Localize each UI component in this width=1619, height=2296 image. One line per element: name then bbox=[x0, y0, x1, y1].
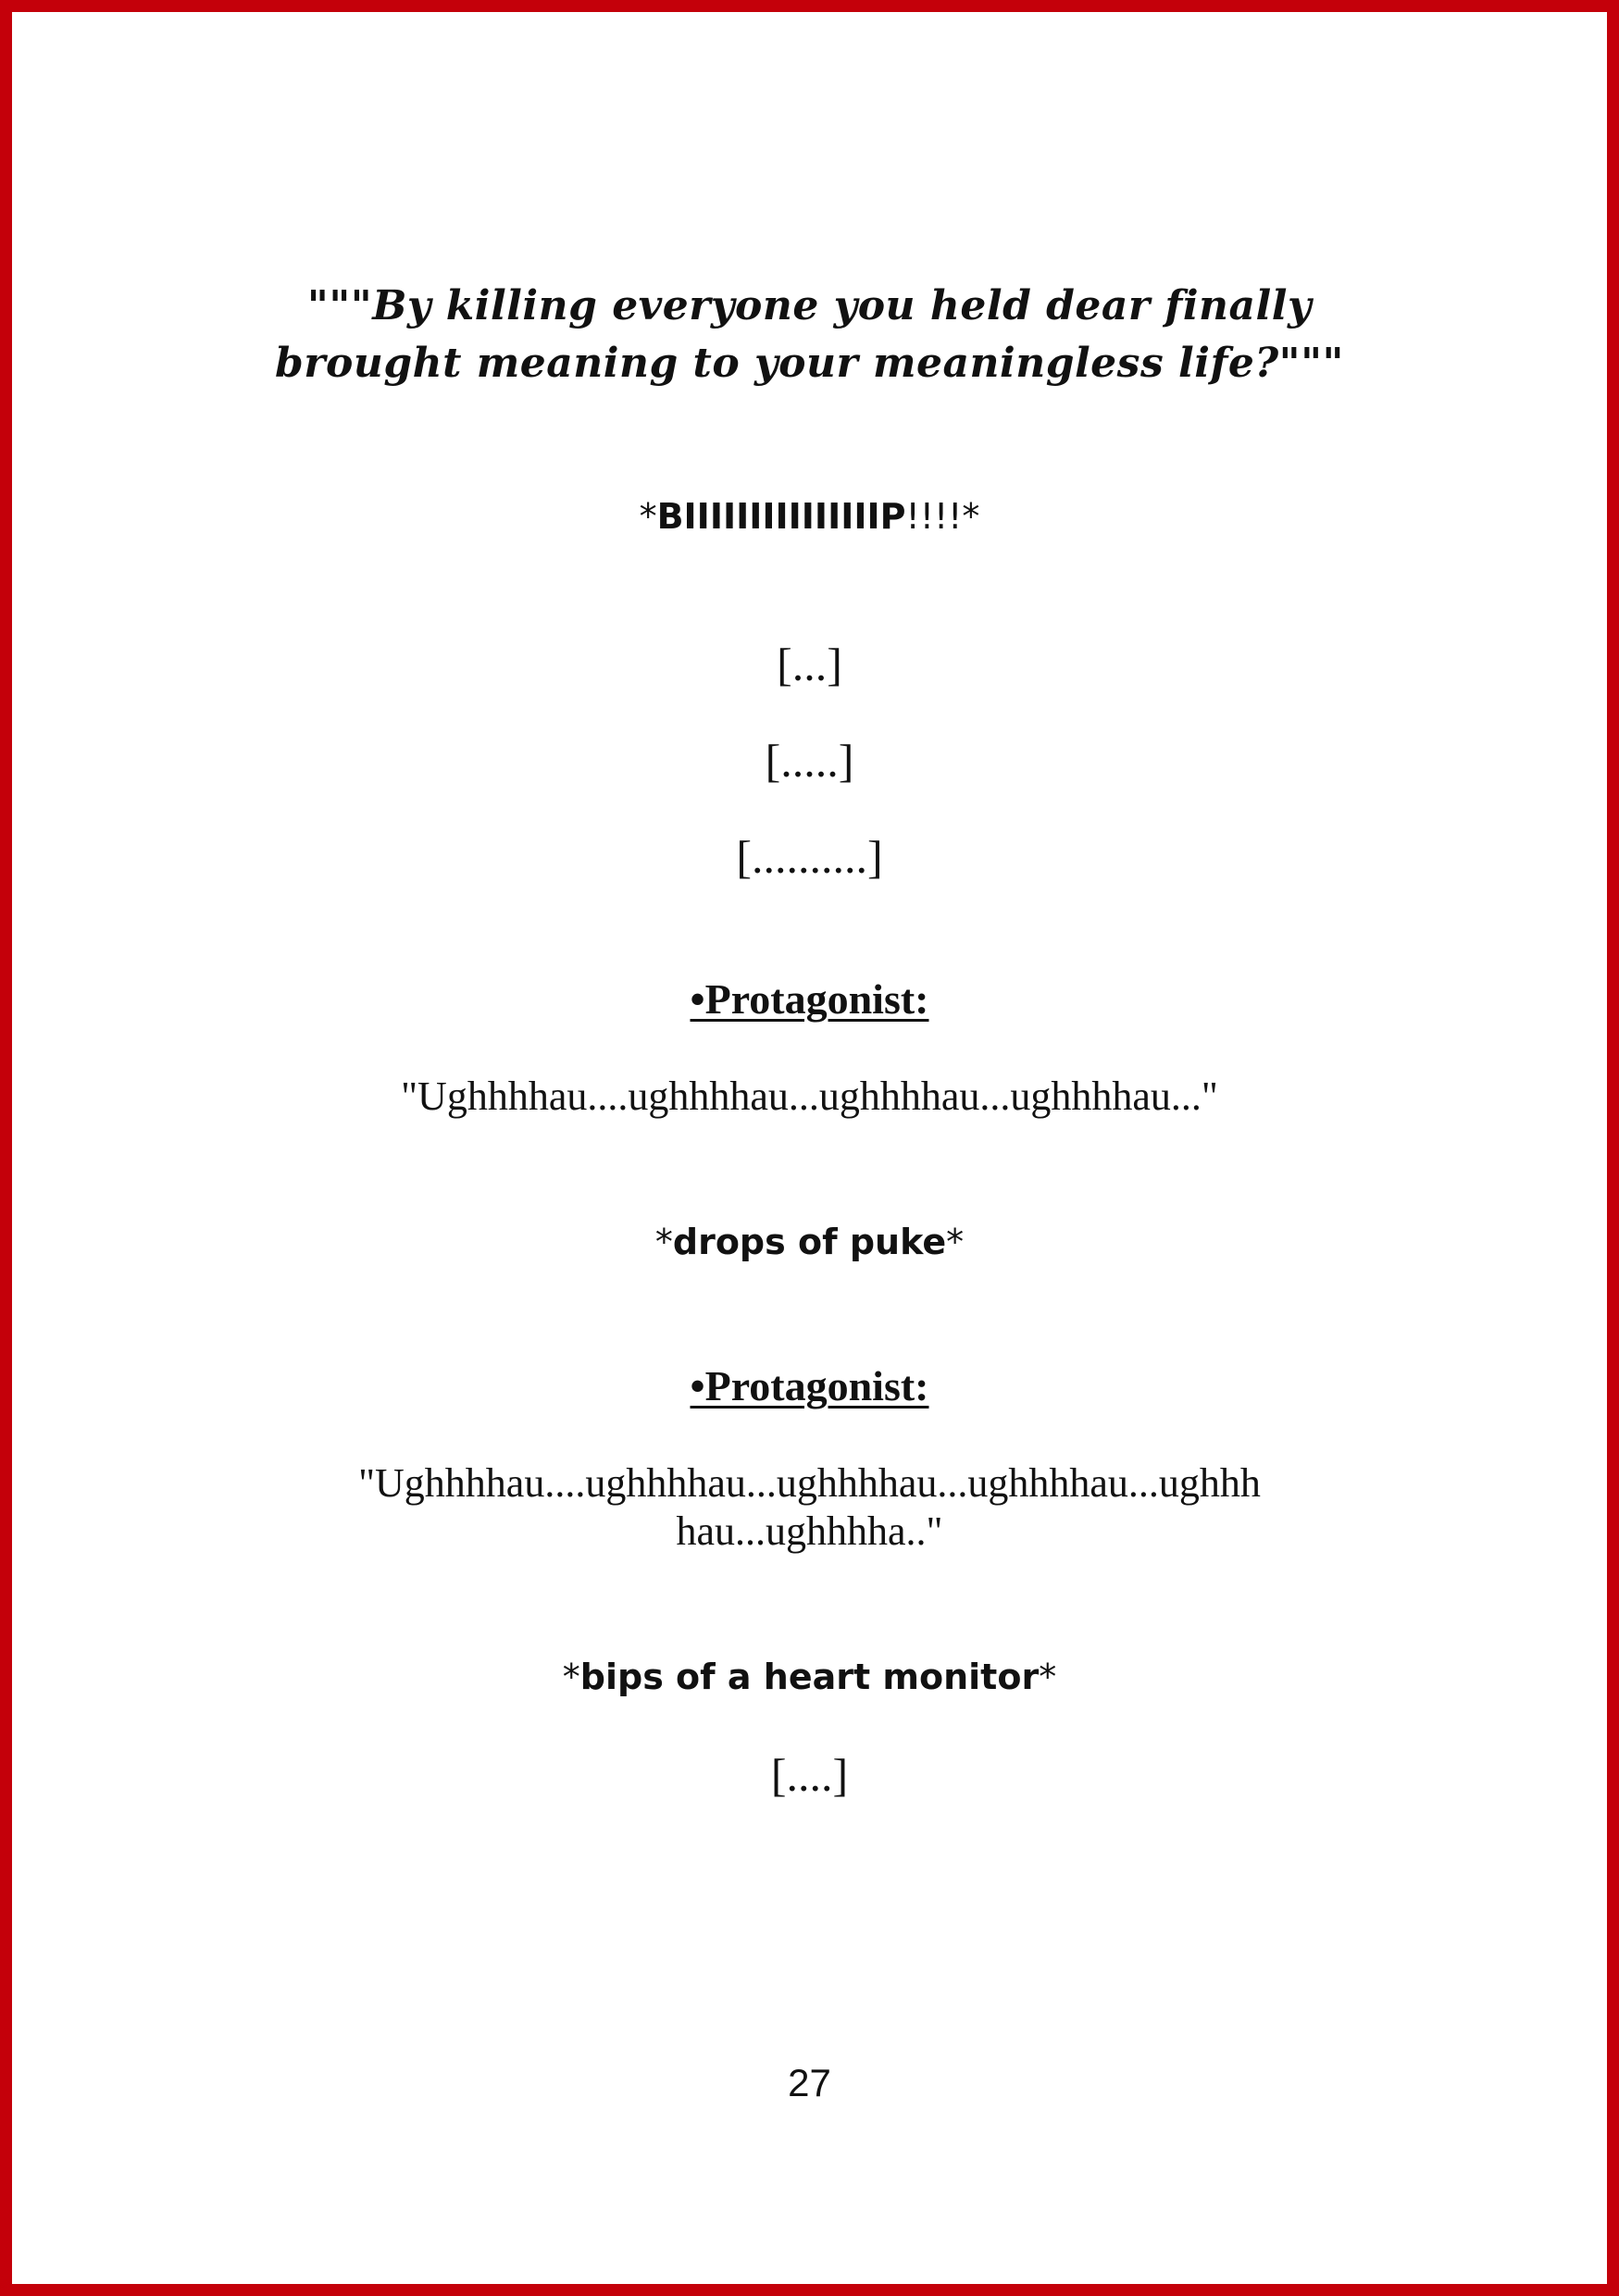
pause-first: [...] bbox=[777, 639, 842, 690]
dialogue-line-1: "Ughhhhau....ughhhhau...ughhhhau...ughhh… bbox=[401, 1074, 1218, 1119]
dialogue-line-2-part-2: hau...ughhhha.." bbox=[676, 1508, 943, 1554]
speaker-label-2: •Protagonist: bbox=[690, 1362, 929, 1409]
speaker-label-1: •Protagonist: bbox=[690, 975, 929, 1023]
beep-close: !!!!* bbox=[905, 496, 980, 537]
quote-line-2: brought meaning to your meaningless life… bbox=[275, 340, 1344, 387]
puke-word: drops of puke bbox=[672, 1222, 947, 1262]
beep-open: * bbox=[639, 496, 657, 537]
monitor-word: bips of a heart monitor bbox=[579, 1657, 1040, 1697]
page-number: 27 bbox=[788, 2061, 831, 2104]
beep-sound-effect: *BIIIIIIIIIIIIIIIP!!!!* bbox=[0, 493, 1619, 540]
quote-line-1: """By killing everyone you held dear fin… bbox=[306, 282, 1313, 329]
puke-close: * bbox=[946, 1222, 965, 1262]
pause-second: [.....] bbox=[765, 735, 854, 787]
pause-final: [....] bbox=[770, 1749, 849, 1801]
monitor-close: * bbox=[1039, 1657, 1057, 1697]
puke-sound-effect: *drops of puke* bbox=[0, 1219, 1619, 1265]
beep-word: BIIIIIIIIIIIIIIIP bbox=[656, 496, 906, 537]
pause-third: [..........] bbox=[736, 831, 883, 883]
monitor-open: * bbox=[562, 1657, 580, 1697]
heart-monitor-sound-effect: *bips of a heart monitor* bbox=[0, 1654, 1619, 1700]
dialogue-line-2-part-1: "Ughhhhau....ughhhhau...ughhhhau...ughhh… bbox=[358, 1460, 1261, 1506]
puke-open: * bbox=[654, 1222, 673, 1262]
